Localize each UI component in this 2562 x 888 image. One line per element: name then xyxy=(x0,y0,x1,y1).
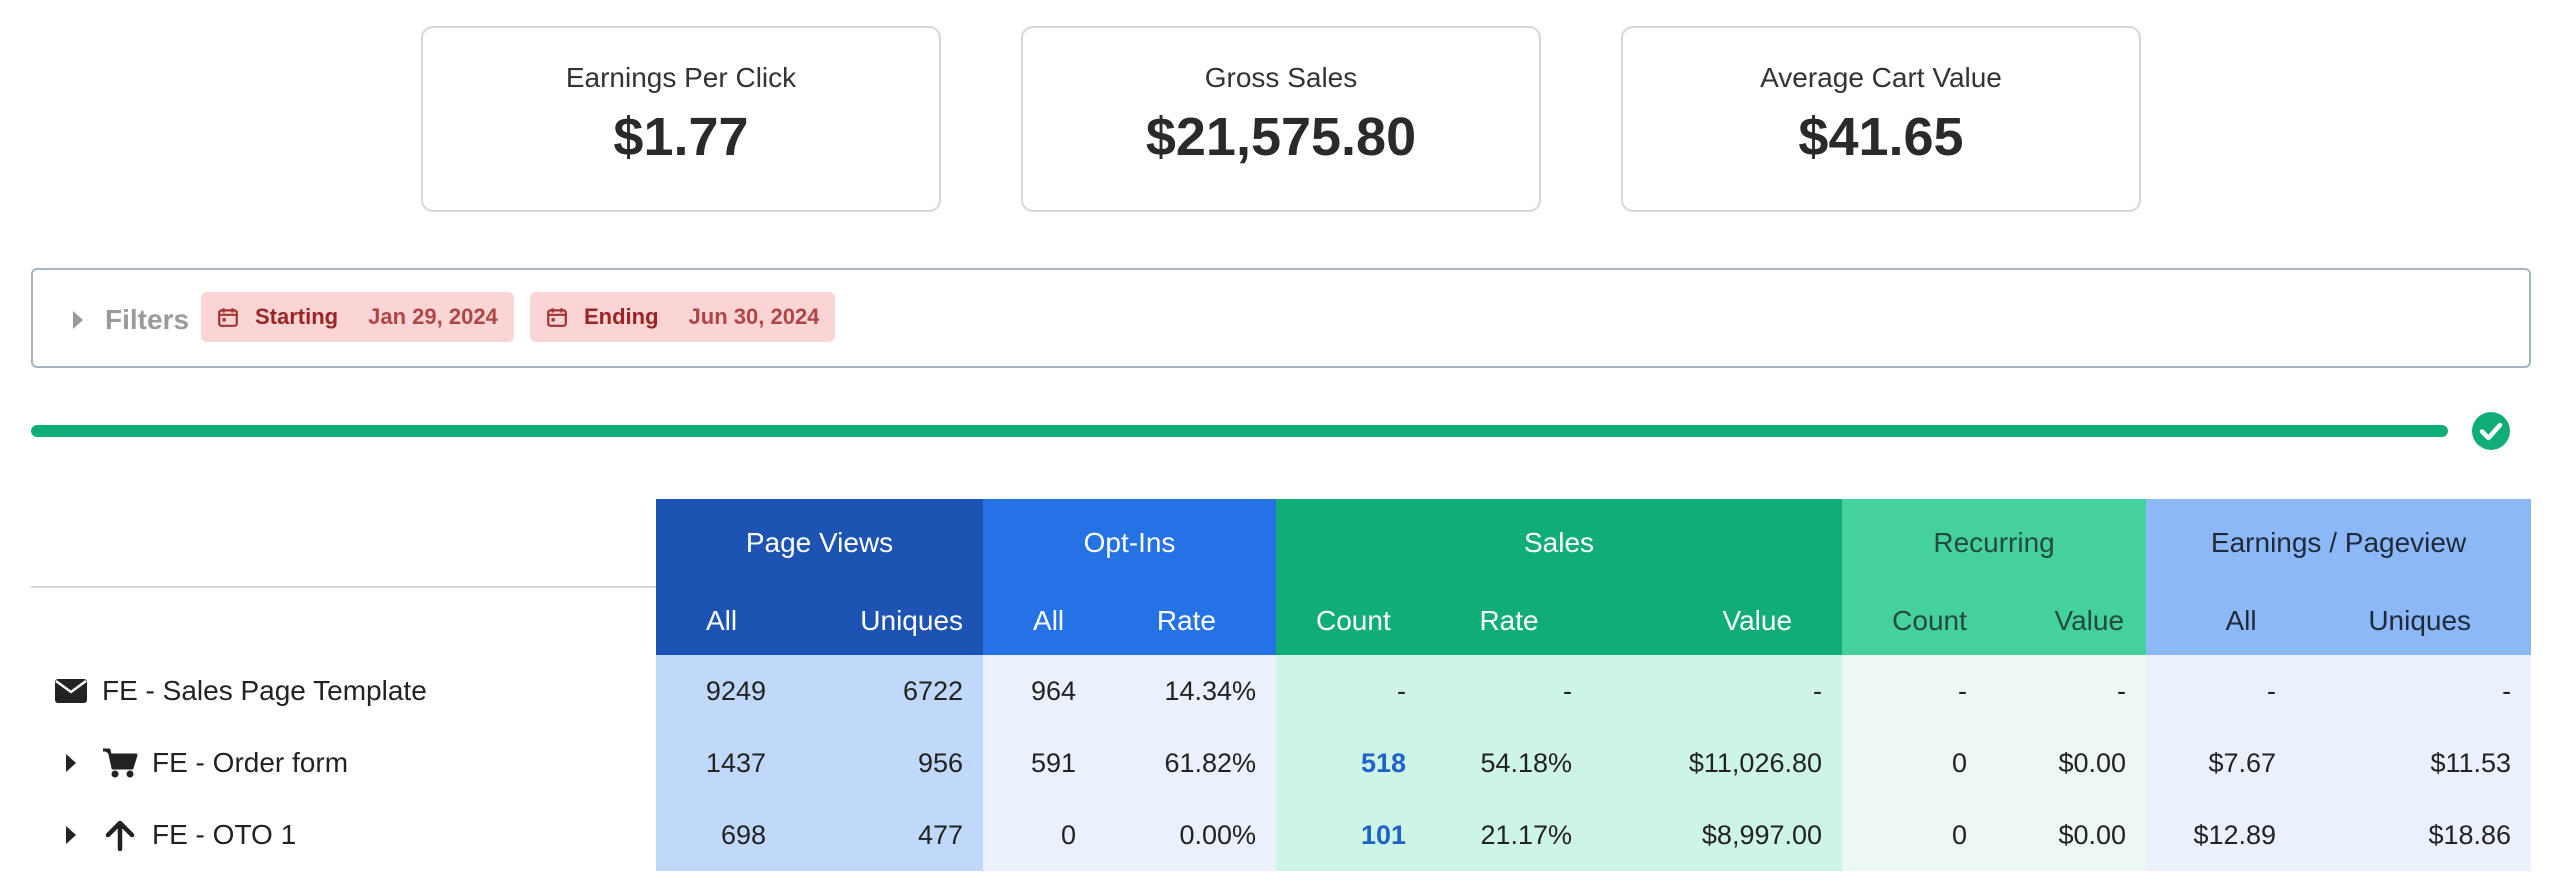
cell-pv-uniques: 6722 xyxy=(786,655,984,727)
cell-pv-uniques: 477 xyxy=(786,799,984,871)
cell-opt-all: 591 xyxy=(983,727,1097,799)
cell-epv-all: $7.67 xyxy=(2146,727,2297,799)
col-header-opt-rate[interactable]: Rate xyxy=(1096,587,1277,655)
average-cart-value-card: Average Cart Value $41.65 xyxy=(1621,26,2141,212)
cell-opt-rate: 61.82% xyxy=(1096,727,1277,799)
card-label: Earnings Per Click xyxy=(565,62,797,93)
group-header-page-views: Page Views xyxy=(656,499,984,587)
expand-caret-icon[interactable] xyxy=(66,754,76,772)
cell-sales-rate: 21.17% xyxy=(1426,799,1593,871)
loading-progress-bar xyxy=(31,425,2448,437)
row-name[interactable]: FE - OTO 1 xyxy=(152,819,297,850)
cell-sales-value: $11,026.80 xyxy=(1592,727,1843,799)
earnings-per-click-card: Earnings Per Click $1.77 xyxy=(421,26,941,212)
name-column-header xyxy=(31,499,656,588)
cell-epv-uniques: $18.86 xyxy=(2296,799,2532,871)
cell-rec-count: 0 xyxy=(1842,727,1988,799)
end-date-value: Jun 30, 2024 xyxy=(688,304,820,329)
calendar-icon xyxy=(218,308,238,327)
end-date-chip[interactable]: Ending Jun 30, 2024 xyxy=(530,292,836,342)
gross-sales-card: Gross Sales $21,575.80 xyxy=(1021,26,1541,212)
row-name[interactable]: FE - Sales Page Template xyxy=(102,675,427,706)
caret-right-icon xyxy=(73,311,83,329)
group-header-recurring: Recurring xyxy=(1842,499,2147,587)
col-header-rec-value[interactable]: Value xyxy=(1987,587,2147,655)
cell-opt-rate: 14.34% xyxy=(1096,655,1277,727)
col-header-sales-rate[interactable]: Rate xyxy=(1426,587,1593,655)
card-value: $21,575.80 xyxy=(1145,107,1417,167)
cell-rec-value: $0.00 xyxy=(1987,799,2147,871)
group-header-earnings-per-pageview: Earnings / Pageview xyxy=(2146,499,2532,587)
cell-epv-all: - xyxy=(2146,655,2297,727)
cell-opt-all: 964 xyxy=(983,655,1097,727)
start-date-key: Starting xyxy=(255,304,339,329)
col-header-sales-count[interactable]: Count xyxy=(1276,587,1427,655)
name-subheader xyxy=(31,587,656,655)
card-value: $41.65 xyxy=(1798,107,1964,167)
card-label: Gross Sales xyxy=(1204,62,1358,93)
col-header-opt-all[interactable]: All xyxy=(983,587,1097,655)
row-name[interactable]: FE - Order form xyxy=(152,747,349,778)
cell-rec-value: - xyxy=(1987,655,2147,727)
cell-sales-value: $8,997.00 xyxy=(1592,799,1843,871)
arrow-up-icon xyxy=(105,820,135,851)
cell-pv-all: 1437 xyxy=(656,727,786,799)
card-label: Average Cart Value xyxy=(1760,62,2002,93)
table-row: FE - Sales Page Template 9249 6722 964 1… xyxy=(31,655,2532,727)
cell-epv-all: $12.89 xyxy=(2146,799,2297,871)
cell-opt-all: 0 xyxy=(983,799,1097,871)
filters-panel: Filters Starting Jan 29, 2024 Ending Jun… xyxy=(31,268,2531,368)
row-name-cell: FE - OTO 1 xyxy=(31,799,656,871)
shopping-cart-icon xyxy=(103,748,138,778)
col-header-pv-uniques[interactable]: Uniques xyxy=(786,587,984,655)
row-name-cell: FE - Sales Page Template xyxy=(31,655,656,727)
cell-sales-rate: - xyxy=(1426,655,1593,727)
col-header-pv-all[interactable]: All xyxy=(656,587,786,655)
cell-opt-rate: 0.00% xyxy=(1096,799,1277,871)
filters-toggle[interactable]: Filters xyxy=(73,302,189,338)
cell-epv-uniques: - xyxy=(2296,655,2532,727)
calendar-icon xyxy=(547,308,567,327)
cell-pv-all: 9249 xyxy=(656,655,786,727)
cell-sales-rate: 54.18% xyxy=(1426,727,1593,799)
col-header-epv-all[interactable]: All xyxy=(2146,587,2297,655)
cell-epv-uniques: $11.53 xyxy=(2296,727,2532,799)
cell-sales-count: - xyxy=(1276,655,1427,727)
group-header-sales: Sales xyxy=(1276,499,1843,587)
card-value: $1.77 xyxy=(613,107,749,167)
funnel-report-table: Page Views Opt-Ins Sales Recurring Earni… xyxy=(31,499,2532,871)
cell-rec-count: 0 xyxy=(1842,799,1988,871)
table-row: FE - OTO 1 698 477 0 0.00% 101 21.17% $8… xyxy=(31,799,2532,871)
check-circle-icon xyxy=(2472,412,2510,450)
start-date-value: Jan 29, 2024 xyxy=(368,304,498,329)
cell-sales-value: - xyxy=(1592,655,1843,727)
expand-caret-icon[interactable] xyxy=(66,826,76,844)
col-header-epv-uniques[interactable]: Uniques xyxy=(2296,587,2532,655)
envelope-icon xyxy=(55,679,87,703)
cell-rec-count: - xyxy=(1842,655,1988,727)
cell-sales-count-link[interactable]: 101 xyxy=(1276,799,1427,871)
progress-fill xyxy=(31,425,2448,437)
group-header-opt-ins: Opt-Ins xyxy=(983,499,1277,587)
cell-rec-value: $0.00 xyxy=(1987,727,2147,799)
cell-pv-uniques: 956 xyxy=(786,727,984,799)
start-date-chip[interactable]: Starting Jan 29, 2024 xyxy=(201,292,514,342)
col-header-sales-value[interactable]: Value xyxy=(1592,587,1843,655)
col-header-rec-count[interactable]: Count xyxy=(1842,587,1988,655)
row-name-cell: FE - Order form xyxy=(31,727,656,799)
table-row: FE - Order form 1437 956 591 61.82% 518 … xyxy=(31,727,2532,799)
cell-sales-count-link[interactable]: 518 xyxy=(1276,727,1427,799)
cell-pv-all: 698 xyxy=(656,799,786,871)
end-date-key: Ending xyxy=(584,304,659,329)
filters-label: Filters xyxy=(105,304,190,335)
